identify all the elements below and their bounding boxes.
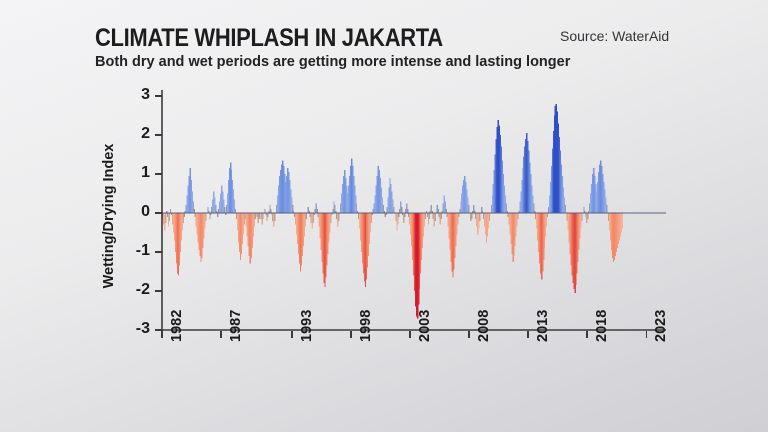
y-tick-label: -2 [135, 281, 150, 298]
x-tick-mark [468, 331, 470, 338]
y-tick-mark [155, 212, 162, 214]
y-tick-mark [155, 329, 162, 331]
y-tick-label: -3 [135, 320, 150, 337]
x-tick-mark [645, 331, 648, 338]
y-tick-label: 1 [141, 164, 150, 181]
x-tick-label: 2003 [417, 309, 434, 342]
x-tick-mark [350, 331, 352, 338]
y-tick-label: 0 [141, 203, 150, 220]
y-tick-mark [155, 95, 162, 97]
y-tick-label: -1 [135, 242, 150, 259]
x-tick-label: 2018 [594, 309, 611, 342]
source-credit: Source: WaterAid [560, 28, 670, 44]
x-tick-label: 2008 [476, 309, 493, 342]
y-tick-mark [155, 173, 162, 175]
x-tick-label: 2023 [653, 309, 670, 342]
x-tick-mark [220, 331, 222, 338]
y-tick-mark [155, 290, 162, 292]
x-tick-label: 1982 [169, 309, 185, 342]
x-tick-mark [409, 331, 411, 338]
y-tick-mark [155, 134, 162, 136]
y-tick-label: 3 [141, 86, 150, 103]
x-tick-mark [161, 331, 163, 338]
page-subtitle: Both dry and wet periods are getting mor… [95, 54, 571, 70]
x-tick-label: 1998 [357, 309, 374, 342]
x-tick-label: 1987 [228, 309, 245, 342]
y-tick-label: 2 [141, 125, 150, 142]
x-tick-mark [586, 331, 588, 338]
x-tick-label: 1993 [298, 309, 315, 342]
x-tick-mark [291, 331, 293, 338]
page-title: CLIMATE WHIPLASH IN JAKARTA [95, 24, 443, 52]
x-tick-mark [527, 331, 529, 338]
x-tick-label: 2013 [535, 309, 552, 342]
y-tick-mark [155, 251, 162, 253]
